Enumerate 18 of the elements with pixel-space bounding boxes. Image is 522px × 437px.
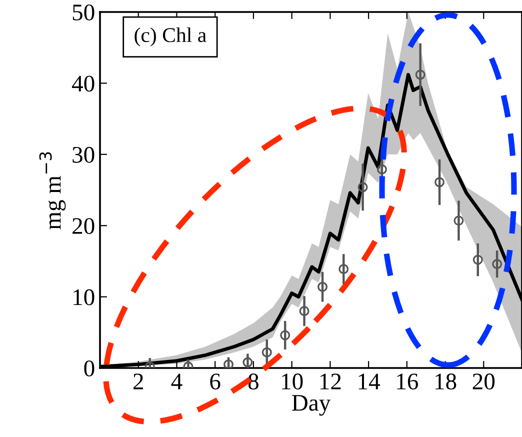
x-tick-label: 16 <box>397 374 418 390</box>
x-tick-label: 12 <box>320 374 341 390</box>
x-tick-label: 10 <box>282 374 303 390</box>
x-axis-title: Day <box>292 395 331 416</box>
annotation: (c) Chl a <box>134 27 206 46</box>
y-tick-label: 30 <box>72 146 94 163</box>
x-tick-label: 20 <box>472 374 495 390</box>
y-tick-label: 0 <box>84 360 94 376</box>
y-tick-label: 10 <box>74 289 94 306</box>
y-tick-label: 50 <box>72 4 94 20</box>
x-tick-label: 6 <box>210 374 220 390</box>
x-tick-label: 2 <box>134 374 143 390</box>
x-tick-label: 4 <box>171 374 182 390</box>
y-axis-title: mg m$^{−3}$ <box>39 152 66 230</box>
y-tick-label: 40 <box>72 76 94 92</box>
y-tick-label: 20 <box>72 218 94 234</box>
x-tick-label: 18 <box>436 374 456 390</box>
x-tick-label: 14 <box>358 374 380 390</box>
